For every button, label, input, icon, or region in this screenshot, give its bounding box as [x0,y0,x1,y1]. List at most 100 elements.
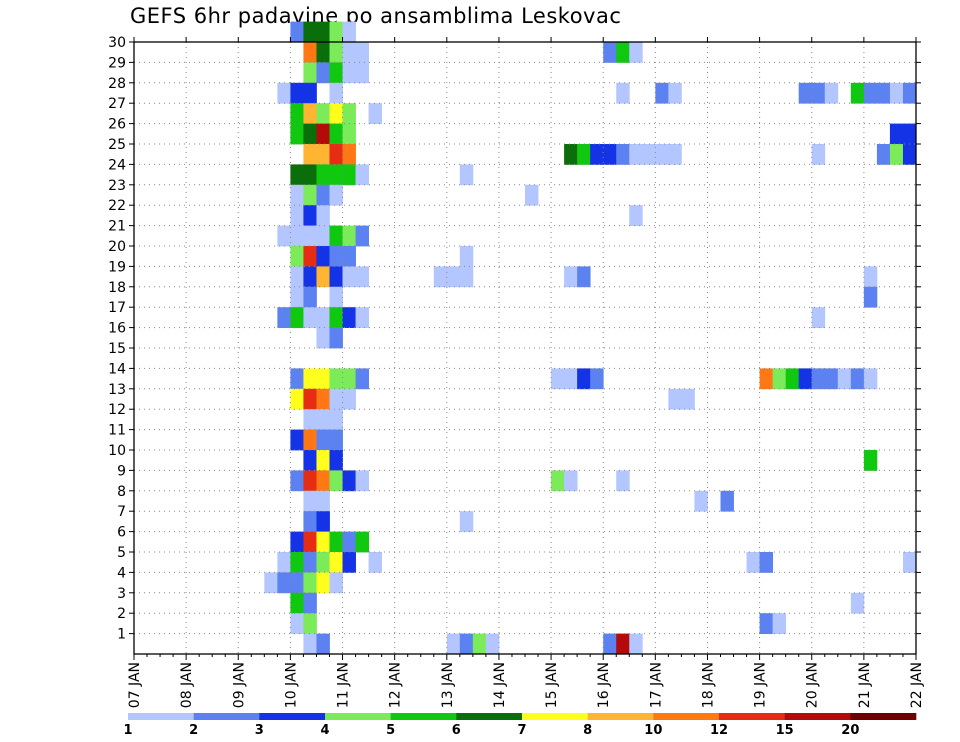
heatmap-cell [355,62,369,84]
heatmap-cell [316,552,330,573]
x-tick-label: 10 JAN [283,662,299,708]
heatmap-cell [798,368,813,390]
heatmap-cell [277,82,291,104]
heatmap-cell [446,266,461,288]
y-tick-label: 27 [108,96,126,112]
heatmap-cell [316,205,330,226]
heatmap-cell [329,144,343,165]
heatmap-cell [303,368,317,390]
y-tick-label: 10 [108,443,126,459]
heatmap-cell [577,368,591,390]
heatmap-cell [837,368,852,390]
heatmap-cell [290,184,304,206]
colorbar-swatch [587,713,654,720]
heatmap-cell [316,246,330,267]
heatmap-cell [759,552,774,573]
heatmap-cell [290,572,304,594]
heatmap-cell [316,409,330,430]
heatmap-cell [329,62,343,84]
colorbar-swatch [456,713,523,720]
x-tick-label: 14 JAN [492,662,508,708]
heatmap-cell [316,327,330,349]
heatmap-cell [459,164,474,186]
heatmap-cell [876,82,891,104]
x-axis: 07 JAN 08 JAN 09 JAN 10 JAN 11 JAN 12 JAN 13 J… [127,37,925,708]
heatmap-cell [863,368,878,390]
heatmap-cell [329,266,343,288]
heatmap-cell [355,470,369,492]
heatmap-cell [290,103,304,124]
heatmap-cell [329,42,343,63]
y-tick-label: 11 [108,423,126,439]
x-tick-label: 22 JAN [909,662,925,708]
heatmap-cell [290,368,304,390]
y-tick-label: 9 [117,463,126,479]
colorbar-swatch [850,713,917,720]
x-tick-label: 09 JAN [231,662,247,708]
heatmap-cell [329,368,343,390]
heatmap-cell [316,490,330,512]
heatmap-cell [616,470,630,492]
heatmap-cell [277,225,291,247]
heatmap-cell [902,82,917,104]
heatmap-cell [316,123,330,145]
heatmap-cell [368,552,383,573]
y-tick-label: 18 [108,280,126,296]
heatmap-cell [485,633,500,655]
heatmap-cell [876,144,891,165]
y-tick-label: 23 [108,178,126,194]
heatmap-cell [329,531,343,553]
colorbar-label: 3 [255,723,264,738]
heatmap-cell [889,144,904,165]
colorbar-label: 7 [517,723,526,738]
heatmap-cell [316,511,330,532]
x-tick-label: 17 JAN [648,662,664,708]
heatmap-cell [811,144,826,165]
y-tick-label: 19 [108,259,126,275]
heatmap-cell [759,613,774,634]
heatmap-cell [355,307,369,328]
heatmap-cell [459,246,474,267]
heatmap-cell [303,409,317,430]
heatmap-cell [525,184,539,206]
y-tick-label: 25 [108,137,126,153]
heatmap-cell [303,266,317,288]
heatmap-cell [329,409,343,430]
heatmap-cell [811,307,826,328]
heatmap-cell [303,205,317,226]
heatmap-cell [863,450,878,471]
heatmap-cell [603,144,617,165]
heatmap-cell [668,144,682,165]
heatmap-cell [303,164,317,186]
heatmap-cell [303,531,317,553]
colorbar-swatch [719,713,785,720]
heatmap-cell [590,368,604,390]
heatmap-cell [472,633,487,655]
x-tick-label: 11 JAN [336,662,352,708]
y-axis: 1234567891011121314151617181920212223242… [108,35,921,643]
heatmap-cell [290,531,304,553]
heatmap-cell [290,307,304,328]
heatmap-cell [850,82,865,104]
heatmap-cell [316,164,330,186]
heatmap-cell [551,368,565,390]
heatmap-cell [772,613,787,634]
heatmap-cell [290,552,304,573]
heatmap-cell [342,103,356,124]
heatmap-cell [902,123,917,145]
heatmap-cell [850,368,865,390]
heatmap-cell [446,633,461,655]
heatmap-cell [316,62,330,84]
heatmap-cell [303,633,317,655]
heatmap-cell [655,82,669,104]
heatmap-cell [277,552,291,573]
colorbar-swatch [325,713,391,720]
heatmap-cell [863,286,878,308]
heatmap-cell [459,266,474,288]
heatmap-cell [824,368,839,390]
heatmap-cell [889,82,904,104]
heatmap-cell [564,368,578,390]
y-tick-label: 21 [108,219,126,235]
heatmap-cell [850,592,865,614]
heatmap-cell [316,184,330,206]
